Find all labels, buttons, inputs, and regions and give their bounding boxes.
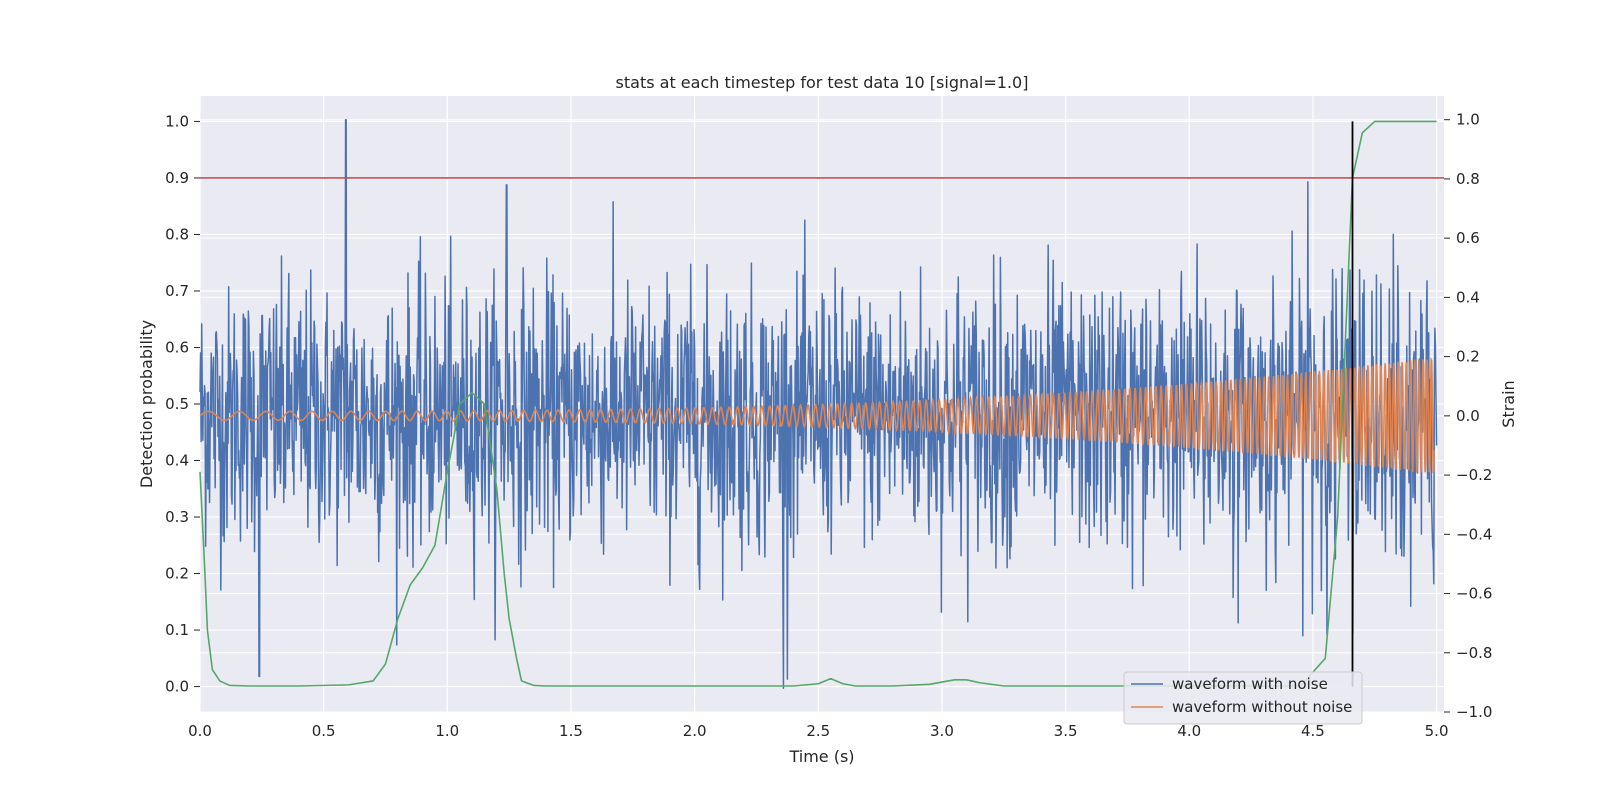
legend: waveform with noise waveform without noi… <box>1123 671 1363 725</box>
y2-tick-label: 1.0 <box>1456 111 1480 129</box>
y-tick-label: 0.0 <box>165 678 189 696</box>
x-tick-label: 3.5 <box>1054 722 1078 740</box>
y2-tick-label: −1.0 <box>1456 703 1492 721</box>
chart-title: stats at each timestep for test data 10 … <box>616 73 1029 92</box>
y-tick-label: 0.4 <box>165 452 189 470</box>
y-tick-label: 0.6 <box>165 338 189 356</box>
y2-axis-label: Strain <box>1499 380 1518 427</box>
x-tick-label: 5.0 <box>1425 722 1449 740</box>
x-tick-label: 0.0 <box>188 722 212 740</box>
y-tick-label: 0.8 <box>165 225 189 243</box>
y2-tick-label: −0.8 <box>1456 644 1492 662</box>
y-tick-label: 0.7 <box>165 282 189 300</box>
series-waveform-with-noise <box>199 118 1438 690</box>
axes: 0.0 0.5 1.0 1.5 2.0 2.5 3.0 3.5 4.0 4.5 5.0 0.0 0.1 0… <box>165 111 1492 740</box>
y-axis-label: Detection probability <box>137 320 156 488</box>
x-tick-label: 4.0 <box>1177 722 1201 740</box>
y2-tick-label: −0.4 <box>1456 525 1492 543</box>
x-tick-label: 1.0 <box>435 722 459 740</box>
x-tick-label: 2.0 <box>683 722 707 740</box>
legend-label-noise: waveform with noise <box>1172 675 1328 693</box>
x-tick-label: 0.5 <box>312 722 336 740</box>
legend-label-clean: waveform without noise <box>1172 698 1352 716</box>
y-tick-label: 0.5 <box>165 395 189 413</box>
y-tick-label: 0.3 <box>165 508 189 526</box>
y-tick-label: 1.0 <box>165 112 189 130</box>
y2-tick-label: 0.8 <box>1456 170 1480 188</box>
x-axis-label: Time (s) <box>788 747 854 766</box>
y-tick-label: 0.1 <box>165 621 189 639</box>
y2-tick-label: 0.0 <box>1456 407 1480 425</box>
x-tick-label: 1.5 <box>559 722 583 740</box>
x-tick-label: 3.0 <box>930 722 954 740</box>
y2-tick-label: 0.6 <box>1456 229 1480 247</box>
y2-tick-label: 0.2 <box>1456 348 1480 366</box>
y2-tick-label: −0.6 <box>1456 585 1492 603</box>
legend-box <box>1123 671 1363 725</box>
y2-tick-label: −0.2 <box>1456 466 1492 484</box>
y-tick-label: 0.2 <box>165 565 189 583</box>
y-tick-label: 0.9 <box>165 169 189 187</box>
y2-tick-label: 0.4 <box>1456 288 1480 306</box>
x-tick-label: 2.5 <box>806 722 830 740</box>
x-tick-label: 4.5 <box>1301 722 1325 740</box>
series-waveform-without-noise <box>199 356 1435 474</box>
